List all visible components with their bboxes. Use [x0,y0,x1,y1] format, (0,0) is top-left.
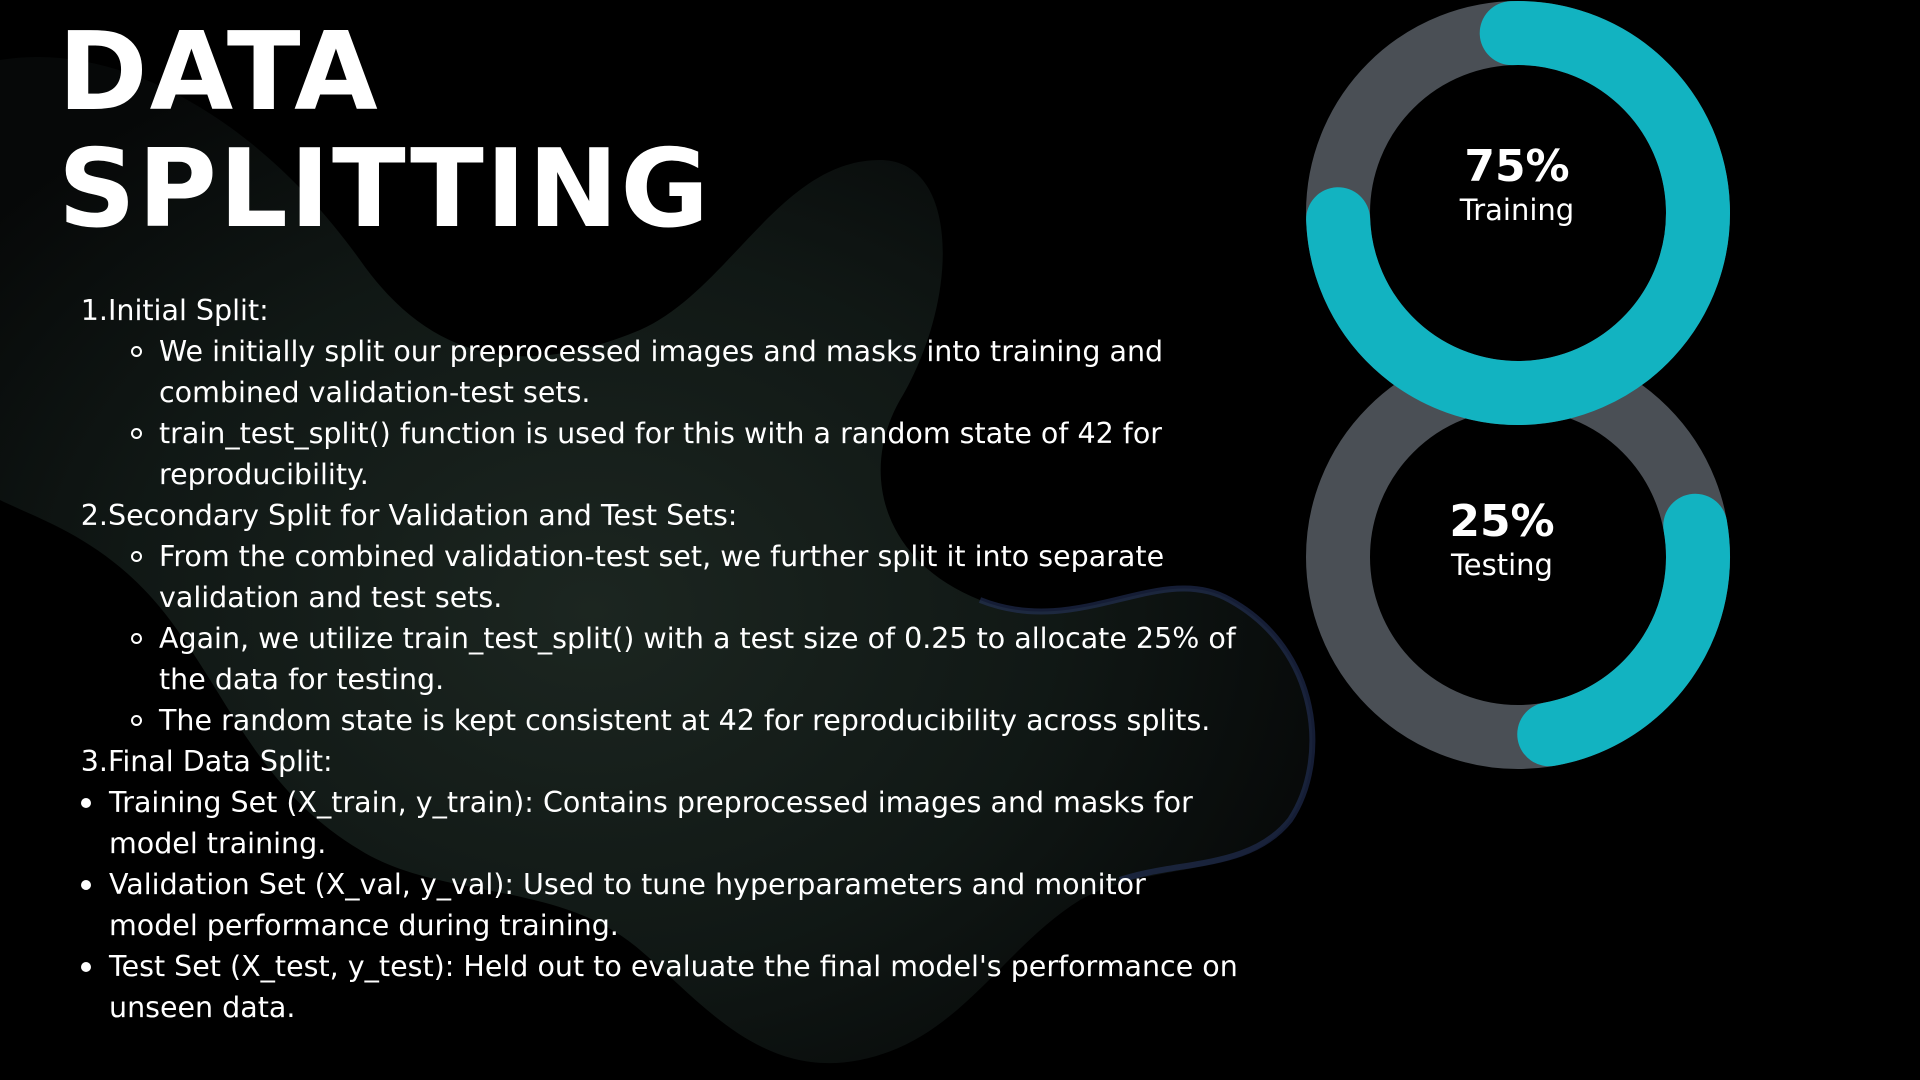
donut-label-training: 75% Training [1417,142,1617,228]
step-number: 2. [80,499,108,532]
sub-bullet: The random state is kept consistent at 4… [80,700,1240,741]
donut-ring-training [1306,1,1730,425]
step-label: Secondary Split for Validation and Test … [108,499,738,532]
donut-label-testing: 25% Testing [1402,497,1602,583]
step-number: 1. [80,294,108,327]
title-line-1: DATA [58,10,380,135]
donut-arc-training [1306,1,1730,425]
step-item: 2. Secondary Split for Validation and Te… [80,495,1240,536]
donut-name: Training [1459,193,1575,227]
slide-content: 1. Initial Split: We initially split our… [80,290,1240,1028]
final-split-bullet: Test Set (X_test, y_test): Held out to e… [80,946,1240,1028]
donut-ring-testing [1306,345,1730,769]
final-split-bullet: Validation Set (X_val, y_val): Used to t… [80,864,1240,946]
donut-arc-testing [1517,493,1730,767]
final-split-bullet: Training Set (X_train, y_train): Contain… [80,782,1240,864]
sub-bullet: Again, we utilize train_test_split() wit… [80,618,1240,700]
donut-name: Testing [1451,548,1553,582]
step-label: Initial Split: [108,294,269,327]
step-label: Final Data Split: [108,745,333,778]
sub-bullet: From the combined validation-test set, w… [80,536,1240,618]
sub-bullet: We initially split our preprocessed imag… [80,331,1240,413]
slide-title: DATA SPLITTING [58,14,711,248]
step-item: 1. Initial Split: [80,290,1240,331]
title-line-2: SPLITTING [58,127,711,252]
donut-value: 75% [1464,141,1570,192]
step-number: 3. [80,745,108,778]
donut-value: 25% [1449,496,1555,547]
sub-bullet: train_test_split() function is used for … [80,413,1240,495]
step-item: 3. Final Data Split: [80,741,1240,782]
